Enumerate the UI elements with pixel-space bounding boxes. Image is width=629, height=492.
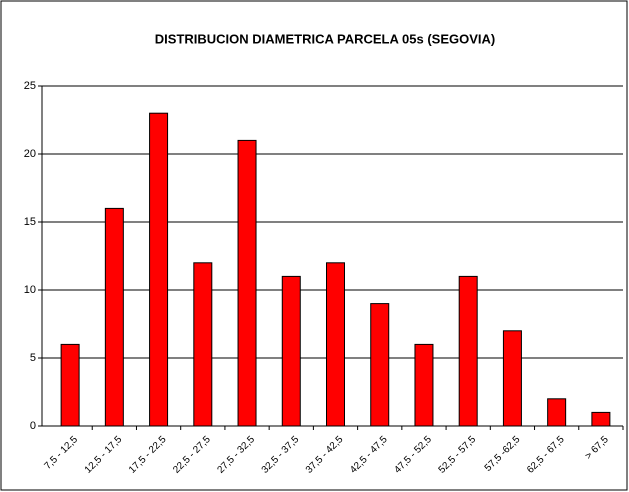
bar bbox=[104, 207, 124, 427]
y-tick-label: 0 bbox=[30, 420, 36, 432]
bar bbox=[326, 262, 345, 427]
bar bbox=[414, 343, 434, 427]
bar bbox=[591, 411, 611, 427]
bar bbox=[237, 139, 257, 427]
bar bbox=[458, 275, 478, 427]
y-tick-label: 25 bbox=[24, 80, 36, 92]
y-tick-label: 10 bbox=[24, 284, 36, 296]
bar bbox=[60, 343, 80, 427]
chart-title: DISTRIBUCION DIAMETRICA PARCELA 05s (SEG… bbox=[155, 31, 495, 46]
bar bbox=[149, 112, 169, 427]
bar bbox=[547, 398, 567, 427]
bar bbox=[370, 303, 390, 427]
bar bbox=[281, 275, 301, 427]
bar bbox=[193, 262, 213, 427]
y-tick-label: 15 bbox=[24, 216, 36, 228]
y-tick-label: 5 bbox=[30, 352, 36, 364]
bar bbox=[502, 330, 522, 427]
y-tick-label: 20 bbox=[24, 148, 36, 160]
